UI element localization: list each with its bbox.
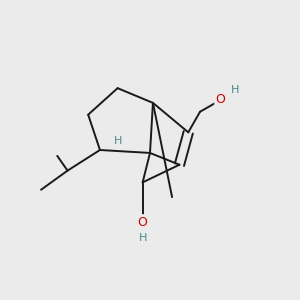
Text: O: O — [216, 93, 226, 106]
Text: O: O — [138, 216, 148, 229]
Text: H: H — [139, 233, 147, 243]
Text: H: H — [113, 136, 122, 146]
Text: H: H — [231, 85, 240, 94]
